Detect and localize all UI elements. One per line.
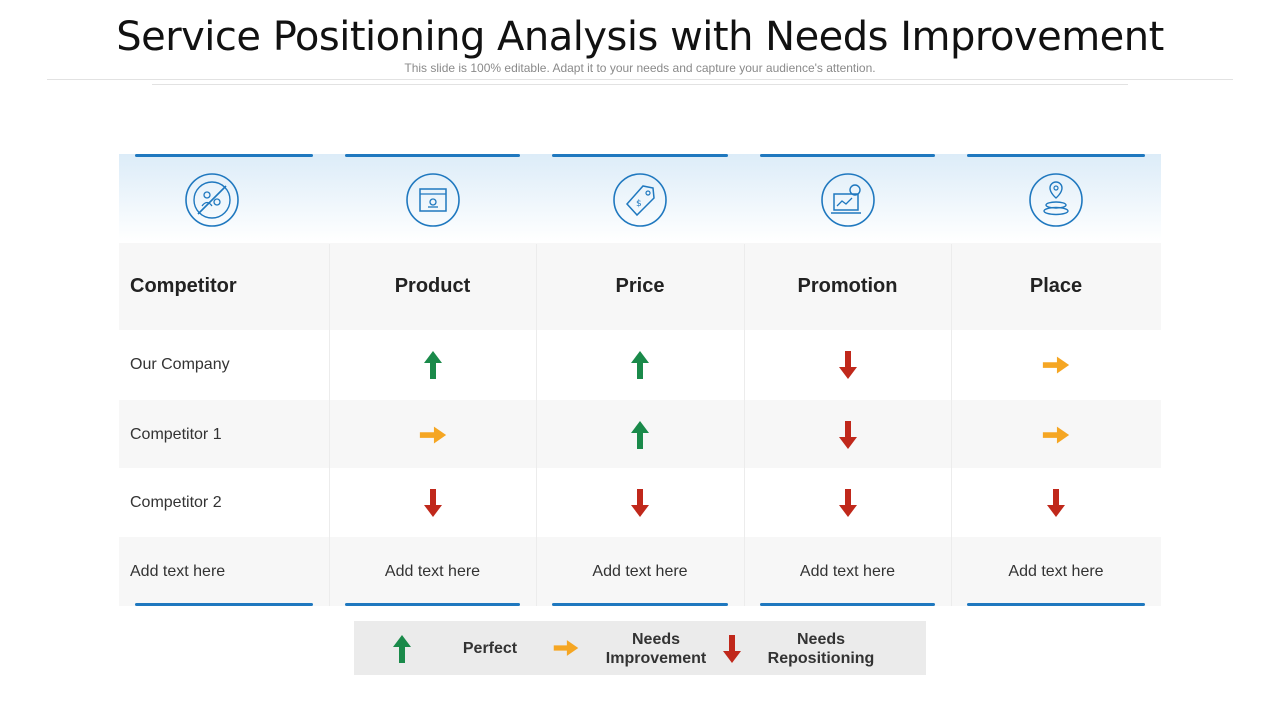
column-divider bbox=[329, 244, 330, 606]
down-arrow-icon bbox=[951, 483, 1161, 523]
column-place: Place Add text here bbox=[951, 154, 1161, 606]
column-promotion: Promotion Add text here bbox=[744, 154, 951, 606]
column-divider bbox=[744, 244, 745, 606]
title-divider bbox=[47, 79, 1233, 80]
column-product: Product Add text here bbox=[329, 154, 536, 606]
column-top-bar bbox=[552, 154, 728, 157]
footer-text: Add text here bbox=[1008, 562, 1104, 580]
price-tag-icon: $ bbox=[610, 170, 670, 230]
slide-title: Service Positioning Analysis with Needs … bbox=[116, 14, 1164, 60]
legend-down-arrow-icon bbox=[723, 635, 741, 663]
legend-needs-repositioning-line2: Repositioning bbox=[767, 650, 875, 667]
legend-perfect-label: Perfect bbox=[462, 640, 518, 657]
icon-band bbox=[119, 154, 1161, 242]
legend-needs-improvement-line2: Improvement bbox=[605, 650, 707, 667]
slide-subtitle: This slide is 100% editable. Adapt it to… bbox=[404, 61, 876, 75]
footer-text: Add text here bbox=[592, 562, 688, 580]
column-header: Price bbox=[615, 275, 665, 297]
row-label: Competitor 2 bbox=[130, 494, 222, 511]
column-top-bar bbox=[967, 154, 1145, 157]
location-pin-icon bbox=[1026, 170, 1086, 230]
legend-needs-improvement-line1: Needs bbox=[631, 631, 681, 648]
legend-up-arrow-icon bbox=[393, 635, 411, 663]
legend-needs-improvement-label: Needs Improvement bbox=[596, 630, 716, 668]
right-arrow-icon bbox=[951, 345, 1161, 385]
down-arrow-icon bbox=[329, 483, 536, 523]
column-header: Promotion bbox=[797, 275, 898, 297]
right-arrow-icon bbox=[951, 415, 1161, 455]
down-arrow-icon bbox=[744, 415, 951, 455]
footer-text: Add text here bbox=[384, 562, 481, 580]
footer-text: Add text here bbox=[799, 562, 896, 580]
column-bottom-bar bbox=[760, 603, 935, 606]
legend-needs-repositioning-label: Needs Repositioning bbox=[756, 630, 886, 668]
column-bottom-bar bbox=[967, 603, 1145, 606]
down-arrow-icon bbox=[744, 345, 951, 385]
column-bottom-bar bbox=[135, 603, 313, 606]
footer-row bbox=[119, 537, 1161, 606]
positioning-table: Competitor Our Company Competitor 1 Competi… bbox=[119, 154, 1161, 606]
column-divider bbox=[951, 244, 952, 606]
legend-needs-repositioning-line1: Needs bbox=[796, 631, 846, 648]
column-divider bbox=[536, 244, 537, 606]
up-arrow-icon bbox=[329, 345, 536, 385]
column-top-bar bbox=[345, 154, 520, 157]
row-label: Our Company bbox=[130, 356, 230, 373]
legend: Perfect Needs Improvement Needs Repositi… bbox=[354, 621, 926, 675]
column-top-bar bbox=[135, 154, 313, 157]
title-divider-inner bbox=[152, 84, 1128, 85]
header-row bbox=[119, 243, 1161, 330]
column-competitor: Competitor Our Company Competitor 1 Competi… bbox=[119, 154, 329, 606]
up-arrow-icon bbox=[536, 345, 744, 385]
product-box-icon bbox=[403, 170, 463, 230]
column-top-bar bbox=[760, 154, 935, 157]
column-header: Competitor bbox=[130, 275, 237, 297]
footer-text: Add text here bbox=[130, 562, 226, 580]
legend-right-arrow-icon bbox=[553, 640, 579, 656]
up-arrow-icon bbox=[536, 415, 744, 455]
right-arrow-icon bbox=[329, 415, 536, 455]
column-price: $ Price Add text here bbox=[536, 154, 744, 606]
svg-text:$: $ bbox=[636, 199, 642, 209]
promotion-monitor-icon bbox=[818, 170, 878, 230]
row-label: Competitor 1 bbox=[130, 426, 222, 443]
column-bottom-bar bbox=[552, 603, 728, 606]
down-arrow-icon bbox=[536, 483, 744, 523]
down-arrow-icon bbox=[744, 483, 951, 523]
column-header: Product bbox=[394, 275, 471, 297]
column-bottom-bar bbox=[345, 603, 520, 606]
no-people-icon bbox=[182, 170, 242, 230]
column-header: Place bbox=[1029, 275, 1083, 297]
